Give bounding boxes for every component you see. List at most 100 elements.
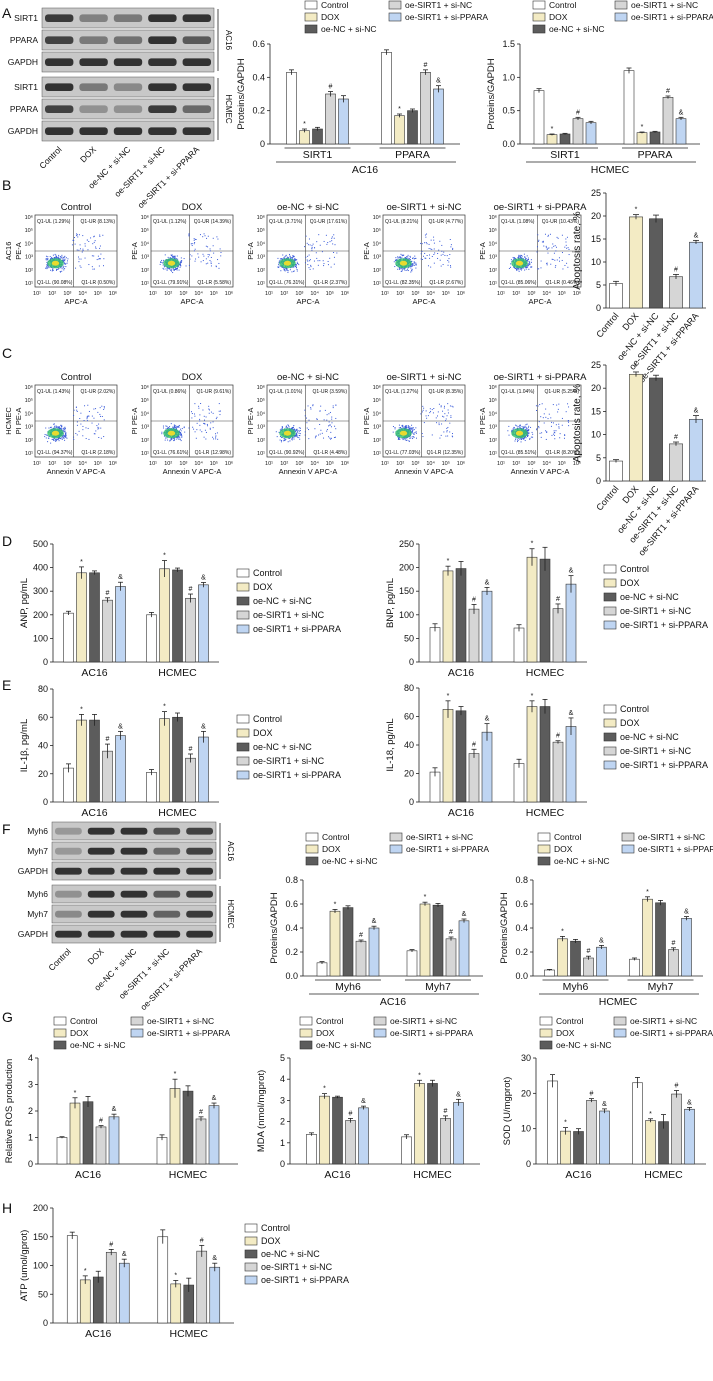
flow-c-ylabel: PI PE-A (14, 408, 23, 435)
legend-f1-label-4: oe-SIRT1 + si-PPARA (406, 844, 489, 854)
blot-f-band (153, 867, 181, 875)
D1-sig-mark: * (80, 559, 83, 566)
B3-ytick-label: 5 (596, 280, 601, 290)
D2-bar-hcmec-3 (552, 608, 564, 663)
flow-c-event (409, 428, 411, 430)
flow-c-ytick: 10⁴ (373, 410, 382, 417)
flow-c-quadrant-ll: Q1-LL (77.03%) (385, 450, 421, 456)
flow-c-event (404, 439, 406, 441)
flow-b-ytick: 10⁴ (25, 240, 34, 247)
flow-c-event (98, 436, 100, 438)
flow-b-event (552, 243, 554, 245)
C3-sig-mark: * (635, 364, 638, 371)
flow-c-event (550, 425, 552, 427)
flow-c-event (180, 433, 182, 435)
flow-b-event (317, 260, 319, 262)
flow-c-event (405, 439, 407, 441)
legend-h1-swatch-1 (244, 1236, 258, 1246)
flow-c-event (398, 427, 400, 429)
flow-c-event (208, 408, 210, 410)
D2-sig-mark: & (485, 579, 490, 586)
flow-c-event (334, 425, 336, 427)
legend-a2-swatch-0 (532, 0, 546, 10)
flow-c-event (63, 429, 65, 431)
flow-b-event (291, 271, 293, 273)
flow-c-event (304, 409, 306, 411)
flow-c-event (537, 405, 539, 407)
flow-c-event (177, 426, 179, 428)
flow-c-quadrant-ul: Q1-UL (1.04%) (501, 389, 535, 395)
legend-g3-swatch-4 (613, 1028, 627, 1038)
flow-b-event (426, 243, 428, 245)
flow-b-event (525, 268, 527, 270)
D2-sig-mark: * (447, 558, 450, 565)
flow-b-event (193, 239, 195, 241)
flow-c-xtick: 10¹ (381, 461, 389, 467)
blot-f-band (153, 847, 181, 855)
flow-c-event (194, 415, 196, 417)
flow-b-event (283, 267, 285, 269)
flow-c-ytick: 10⁴ (257, 410, 266, 417)
flow-b-ytick: 10⁵ (373, 227, 381, 234)
flow-b-event (544, 233, 546, 235)
flow-c-event (404, 425, 406, 427)
G2-ytick-label: 1 (280, 1138, 285, 1148)
flow-c-event (87, 427, 89, 429)
flow-b-event (45, 267, 47, 269)
flow-b-event (285, 268, 287, 270)
legend-e2-swatch-0 (603, 704, 617, 714)
flow-c-xtick: 10⁶ (341, 460, 349, 467)
flow-c-event (415, 427, 417, 429)
flow-b-event (325, 234, 327, 236)
legend-g2-swatch-4 (373, 1028, 387, 1038)
flow-b-event (174, 256, 176, 258)
flow-c-event (429, 408, 431, 410)
flow-b-event (525, 266, 527, 268)
flow-c-xtick: 10⁴ (310, 460, 319, 467)
flow-b-event (306, 259, 308, 261)
blot-f-band (87, 867, 115, 875)
flow-c-xtick: 10² (280, 461, 288, 467)
flow-b-event (67, 258, 69, 260)
flow-c-event (95, 408, 97, 410)
flow-b-xtick: 10⁴ (194, 290, 203, 297)
G1-bar-ac16-1 (69, 1102, 81, 1165)
flow-c-event (288, 426, 290, 428)
flow-b-event (406, 257, 408, 259)
flow-b-event (524, 256, 526, 258)
flow-b-cell-label: AC16 (4, 242, 13, 261)
flow-b-event (543, 245, 545, 247)
flow-c-event (437, 415, 439, 417)
flow-b-event (190, 243, 192, 245)
flow-b-event (296, 270, 298, 272)
flow-c-event (556, 404, 558, 406)
flow-b-event (407, 270, 409, 272)
E1-sig-mark: & (118, 723, 123, 730)
flow-b-event (54, 257, 56, 259)
C3-category-label: Control (594, 484, 620, 513)
flow-c-event (179, 438, 181, 440)
H1-ylabel: ATP (umol/gprot) (19, 1230, 30, 1301)
flow-c-event (292, 427, 294, 429)
flow-b-event (308, 260, 310, 262)
flow-b-event (66, 262, 68, 264)
legend-d1-swatch-3 (236, 610, 250, 620)
flow-c-plot-title: oe-NC + si-NC (277, 372, 339, 383)
panel-letter-f: F (2, 821, 11, 837)
E2-category-label: AC16 (448, 807, 474, 819)
flow-c-event (180, 432, 182, 434)
flow-c-event (516, 439, 518, 441)
flow-b-event (309, 244, 311, 246)
flow-c-event (296, 435, 298, 437)
flow-b-event (527, 266, 529, 268)
G3-sig-mark: * (649, 1111, 652, 1118)
flow-c-event (56, 438, 58, 440)
flow-c-event (284, 439, 286, 441)
flow-b-event (80, 258, 82, 260)
flow-c-event (294, 435, 296, 437)
flow-c-event (216, 416, 218, 418)
flow-b-event (308, 267, 310, 269)
blot-f-band (87, 847, 115, 855)
flow-b-event (439, 240, 441, 242)
flow-c-event (561, 417, 563, 419)
